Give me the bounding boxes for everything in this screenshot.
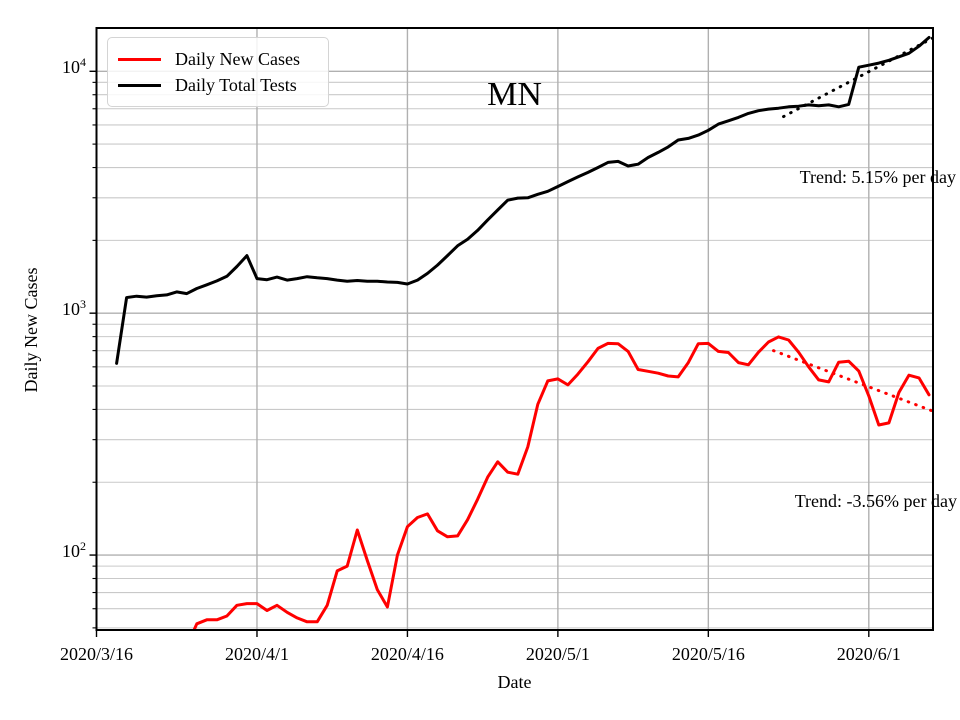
x-tick-label: 2020/4/16 <box>370 644 444 664</box>
y-tick-label: 102 <box>62 539 86 562</box>
legend: Daily New Cases Daily Total Tests <box>107 37 329 107</box>
y-axis-label: Daily New Cases <box>21 267 41 393</box>
x-tick-label: 2020/5/16 <box>671 644 745 664</box>
x-tick-label: 2020/6/1 <box>836 644 901 664</box>
x-tick-label: 2020/5/1 <box>525 644 590 664</box>
legend-label: Daily Total Tests <box>175 74 297 95</box>
legend-item-new-cases: Daily New Cases <box>118 46 328 72</box>
axes-border <box>95 27 934 631</box>
x-tick-label: 2020/4/1 <box>224 644 289 664</box>
legend-item-total-tests: Daily Total Tests <box>118 72 328 98</box>
y-tick-label: 104 <box>62 55 86 78</box>
legend-line-sample-red <box>118 57 161 61</box>
legend-line-sample-black <box>118 83 161 87</box>
legend-label: Daily New Cases <box>175 48 300 69</box>
series-line-daily-total-tests <box>115 36 931 365</box>
x-axis-label: Date <box>497 672 532 692</box>
chart-title: MN <box>487 76 542 113</box>
trend-annotation-total-tests: Trend: 5.15% per day <box>799 167 956 187</box>
y-tick-label: 103 <box>62 297 86 320</box>
x-tick-label: 2020/3/16 <box>59 644 134 664</box>
trend-annotation-new-cases: Trend: -3.56% per day <box>794 491 957 511</box>
trend-line <box>772 349 933 413</box>
